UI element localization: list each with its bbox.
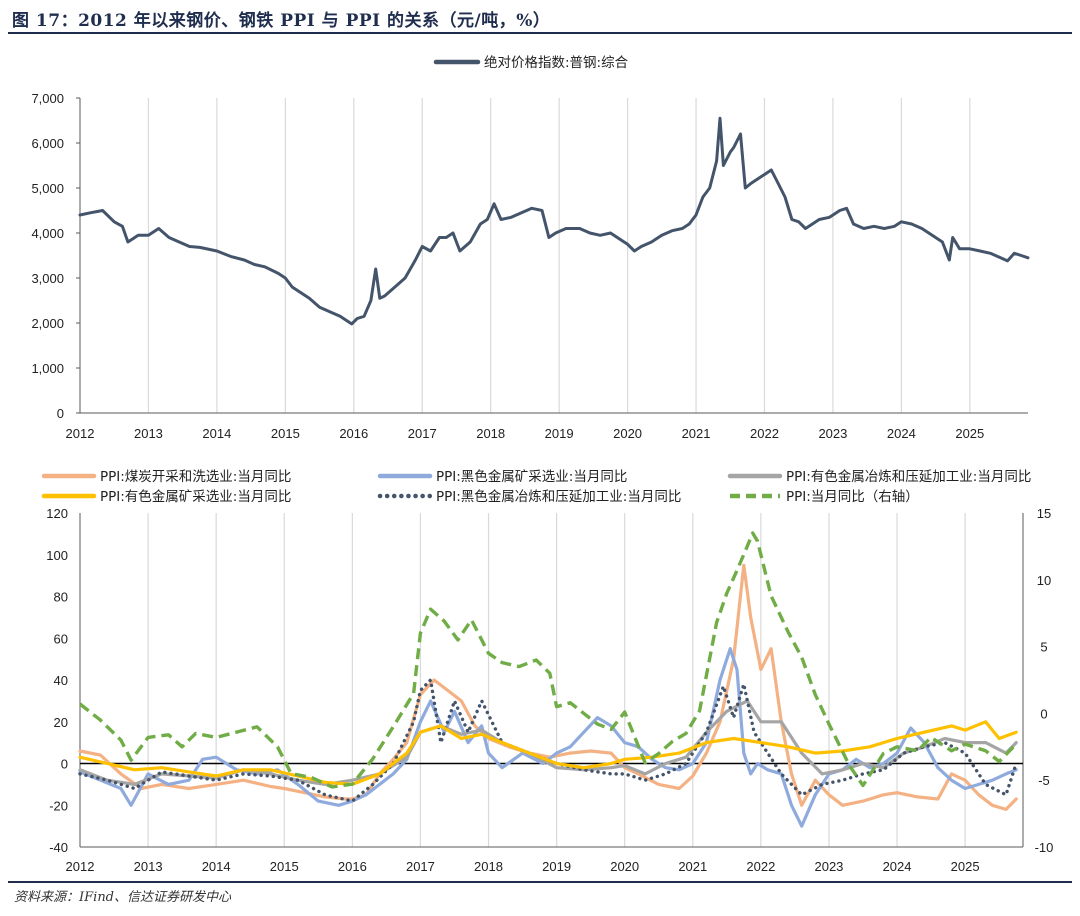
chart1-x-tick: 2021 bbox=[682, 426, 711, 441]
chart2-right-tick: -5 bbox=[1038, 773, 1050, 788]
chart1-x-tick: 2019 bbox=[545, 426, 574, 441]
chart2-x-tick: 2016 bbox=[338, 859, 367, 874]
chart2-series-line bbox=[78, 563, 1018, 812]
chart2-x-tick: 2017 bbox=[406, 859, 435, 874]
chart2-series-line bbox=[78, 699, 1018, 787]
title-rule bbox=[8, 32, 1072, 34]
chart2-x-tick: 2025 bbox=[951, 859, 980, 874]
chart1-x-tick: 2024 bbox=[887, 426, 916, 441]
chart1-y-tick: 3,000 bbox=[31, 271, 64, 286]
chart1-y-tick: 0 bbox=[57, 406, 64, 421]
chart2-left-tick: 0 bbox=[61, 757, 68, 772]
chart2-left-tick: 60 bbox=[54, 631, 68, 646]
chart2-left-tick: 20 bbox=[54, 715, 68, 730]
chart1-series-line bbox=[78, 116, 1030, 326]
chart2-x-tick: 2020 bbox=[610, 859, 639, 874]
chart2-left-tick: -40 bbox=[49, 840, 68, 855]
chart2-legend-label: PPI:有色金属矿采选业:当月同比 bbox=[100, 488, 291, 505]
figure-title: 图 17：2012 年以来钢价、钢铁 PPI 与 PPI 的关系（元/吨，%） bbox=[12, 11, 551, 31]
chart2-right-tick: 10 bbox=[1037, 573, 1051, 588]
chart2-x-tick: 2014 bbox=[202, 859, 231, 874]
chart1-x-tick: 2013 bbox=[134, 426, 163, 441]
chart1-y-tick: 2,000 bbox=[31, 316, 64, 331]
chart1-x-tick: 2023 bbox=[818, 426, 847, 441]
chart1-legend-label: 绝对价格指数:普钢:综合 bbox=[484, 55, 629, 71]
chart1-x-tick: 2022 bbox=[750, 426, 779, 441]
chart1-y-tick: 1,000 bbox=[31, 361, 64, 376]
chart1-y-tick: 5,000 bbox=[31, 181, 64, 196]
chart2-x-tick: 2019 bbox=[542, 859, 571, 874]
chart1-x-tick: 2016 bbox=[339, 426, 368, 441]
chart2-right-tick: 5 bbox=[1040, 640, 1047, 655]
chart2-x-tick: 2012 bbox=[66, 859, 95, 874]
chart1-y-tick: 4,000 bbox=[31, 226, 64, 241]
chart2-right-tick: 0 bbox=[1040, 706, 1047, 721]
chart2-right-tick: -10 bbox=[1035, 840, 1054, 855]
chart2-x-tick: 2024 bbox=[883, 859, 912, 874]
chart2-legend-label: PPI:黑色金属冶炼和压延加工业:当月同比 bbox=[436, 488, 681, 505]
chart1-x-tick: 2017 bbox=[408, 426, 437, 441]
chart2-x-tick: 2015 bbox=[270, 859, 299, 874]
chart1-x-tick: 2012 bbox=[66, 426, 95, 441]
chart2-series-line bbox=[78, 720, 1018, 787]
chart2-left-tick: 100 bbox=[46, 548, 68, 563]
chart2-legend-label: PPI:黑色金属矿采选业:当月同比 bbox=[436, 468, 627, 485]
chart2-legend-label: PPI:有色金属冶炼和压延加工业:当月同比 bbox=[786, 468, 1031, 485]
chart2-left-tick: 120 bbox=[46, 506, 68, 521]
source-rule bbox=[8, 881, 1072, 883]
source-note: 资料来源：IFind、信达证券研发中心 bbox=[14, 890, 232, 905]
chart2-series-line bbox=[78, 531, 1018, 789]
chart2-series-line bbox=[78, 678, 1018, 803]
chart2-legend-label: PPI:当月同比（右轴） bbox=[786, 489, 919, 505]
chart2-x-tick: 2023 bbox=[814, 859, 843, 874]
chart1-x-tick: 2014 bbox=[202, 426, 231, 441]
chart1-x-tick: 2020 bbox=[613, 426, 642, 441]
chart2-left-tick: 80 bbox=[54, 590, 68, 605]
chart1-x-tick: 2018 bbox=[476, 426, 505, 441]
chart1-x-tick: 2015 bbox=[271, 426, 300, 441]
chart1-y-tick: 7,000 bbox=[31, 91, 64, 106]
chart2-left-tick: 40 bbox=[54, 673, 68, 688]
chart2-legend-label: PPI:煤炭开采和洗选业:当月同比 bbox=[100, 469, 291, 485]
chart1-x-tick: 2025 bbox=[955, 426, 984, 441]
chart2-x-tick: 2013 bbox=[134, 859, 163, 874]
chart2-x-tick: 2021 bbox=[678, 859, 707, 874]
chart2-x-tick: 2022 bbox=[746, 859, 775, 874]
chart2-left-tick: -20 bbox=[49, 798, 68, 813]
chart2-x-tick: 2018 bbox=[474, 859, 503, 874]
chart2-right-tick: 15 bbox=[1037, 506, 1051, 521]
chart1-y-tick: 6,000 bbox=[31, 136, 64, 151]
